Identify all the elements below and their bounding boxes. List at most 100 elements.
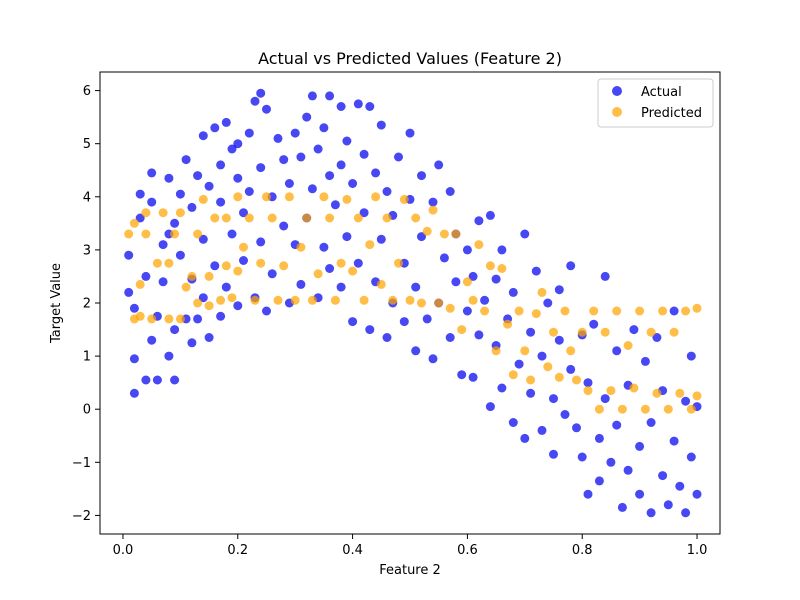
actual-point: [658, 471, 668, 481]
actual-point: [181, 155, 191, 165]
actual-point: [439, 253, 449, 263]
predicted-point: [405, 295, 415, 305]
predicted-point: [342, 194, 352, 204]
predicted-point: [244, 213, 254, 223]
predicted-point: [589, 306, 599, 316]
actual-point: [669, 306, 679, 316]
predicted-point: [681, 306, 691, 316]
actual-point: [640, 356, 650, 366]
actual-point: [612, 420, 622, 430]
actual-point: [239, 256, 248, 265]
predicted-point: [164, 314, 174, 324]
actual-point: [635, 441, 645, 451]
actual-point: [600, 394, 610, 404]
actual-point: [250, 96, 260, 106]
predicted-point: [181, 282, 191, 292]
actual-point: [554, 335, 564, 345]
predicted-point: [348, 266, 358, 276]
predicted-point: [204, 301, 214, 311]
x-tick-label: 0.0: [113, 543, 134, 558]
predicted-point: [376, 279, 386, 289]
actual-point: [594, 433, 604, 443]
actual-point: [359, 208, 369, 218]
actual-point: [141, 271, 151, 281]
actual-point: [147, 197, 157, 207]
predicted-point: [250, 295, 260, 305]
actual-point: [669, 436, 679, 446]
predicted-point: [256, 258, 266, 268]
actual-point: [371, 168, 381, 178]
predicted-point: [457, 325, 467, 335]
predicted-point: [491, 346, 501, 356]
predicted-point: [606, 386, 616, 396]
actual-point: [336, 282, 346, 292]
actual-point: [216, 197, 226, 207]
actual-point: [617, 502, 627, 512]
actual-point: [399, 317, 409, 327]
actual-point: [210, 261, 220, 271]
actual-point: [497, 383, 507, 393]
actual-point: [170, 375, 180, 385]
predicted-point: [147, 314, 157, 324]
actual-point: [485, 402, 495, 412]
predicted-point: [135, 311, 145, 321]
predicted-point: [577, 327, 587, 337]
chart-title: Actual vs Predicted Values (Feature 2): [258, 49, 562, 68]
x-tick-label: 1.0: [687, 543, 708, 558]
predicted-point: [141, 229, 151, 239]
actual-point: [239, 208, 248, 218]
actual-point: [262, 104, 271, 114]
predicted-point: [394, 258, 403, 268]
actual-point: [348, 179, 358, 188]
actual-point: [686, 452, 696, 462]
actual-point: [233, 301, 243, 311]
actual-point: [296, 152, 306, 162]
predicted-point: [526, 375, 536, 385]
actual-point: [594, 476, 604, 486]
actual-point: [445, 187, 455, 196]
predicted-point: [566, 346, 576, 356]
y-tick-label: 0: [83, 403, 91, 418]
x-axis: 0.0 0.2 0.4 0.6 0.8 1.0: [113, 534, 708, 558]
actual-point: [600, 271, 610, 281]
x-tick-label: 0.6: [457, 543, 478, 558]
predicted-point: [365, 240, 375, 250]
predicted-point: [623, 341, 633, 350]
actual-point: [198, 131, 208, 141]
legend-label-predicted: Predicted: [641, 106, 702, 121]
predicted-point: [170, 229, 180, 239]
actual-point: [681, 396, 691, 406]
actual-point: [474, 330, 484, 340]
actual-point: [187, 202, 197, 212]
actual-point: [394, 152, 403, 162]
plot-area: [124, 88, 702, 518]
actual-point: [336, 102, 346, 111]
actual-point: [256, 163, 266, 173]
predicted-point: [307, 295, 317, 305]
x-tick-label: 0.8: [572, 543, 593, 558]
y-tick-label: 5: [83, 137, 91, 152]
actual-point: [497, 245, 507, 255]
actual-point: [187, 338, 197, 348]
actual-point: [307, 91, 317, 101]
actual-point: [170, 325, 180, 335]
actual-point: [520, 433, 530, 443]
legend-marker-predicted: [612, 107, 622, 117]
y-axis: −2 −1 0 1 2 3 4 5 6: [72, 84, 100, 524]
actual-point: [560, 410, 570, 419]
actual-point: [342, 136, 352, 146]
predicted-point: [537, 287, 547, 297]
actual-point: [147, 168, 157, 178]
actual-point: [652, 333, 662, 342]
actual-point: [417, 171, 426, 181]
predicted-point: [273, 295, 283, 305]
actual-point: [508, 418, 518, 427]
legend-box: [597, 78, 714, 128]
actual-point: [577, 452, 587, 462]
actual-point: [417, 232, 426, 242]
predicted-point: [503, 319, 513, 329]
actual-point: [147, 335, 157, 345]
actual-point: [256, 237, 266, 247]
legend-marker-actual: [612, 86, 622, 96]
actual-point: [692, 489, 702, 499]
